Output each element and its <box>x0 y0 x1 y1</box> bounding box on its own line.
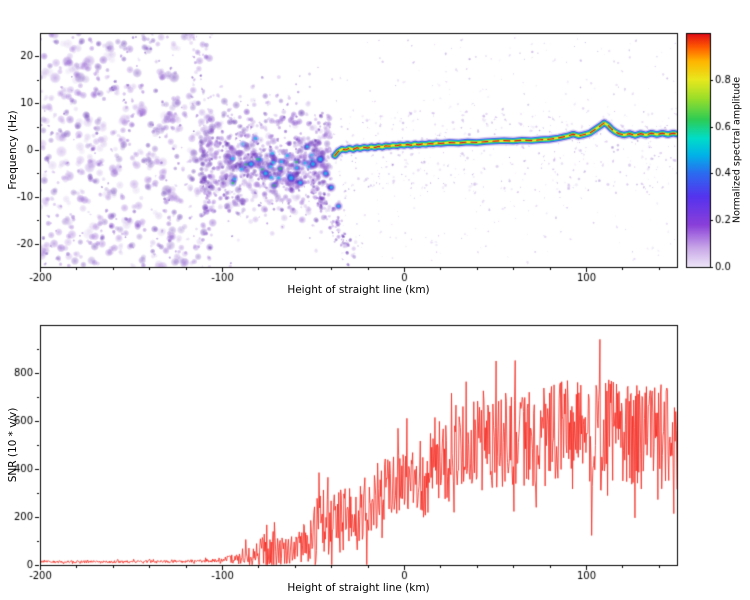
snr-plot <box>0 300 750 600</box>
colorbar-label: Normalized spectral amplitude <box>731 76 743 224</box>
snr-yaxis-label: SNR (10 * v/v) <box>7 407 19 483</box>
spectrogram-plot <box>0 0 750 300</box>
spectrogram-xaxis-label: Height of straight line (km) <box>287 284 430 296</box>
spectrogram-yaxis-label: Frequency (Hz) <box>7 110 19 190</box>
snr-xaxis-label: Height of straight line (km) <box>287 582 430 594</box>
